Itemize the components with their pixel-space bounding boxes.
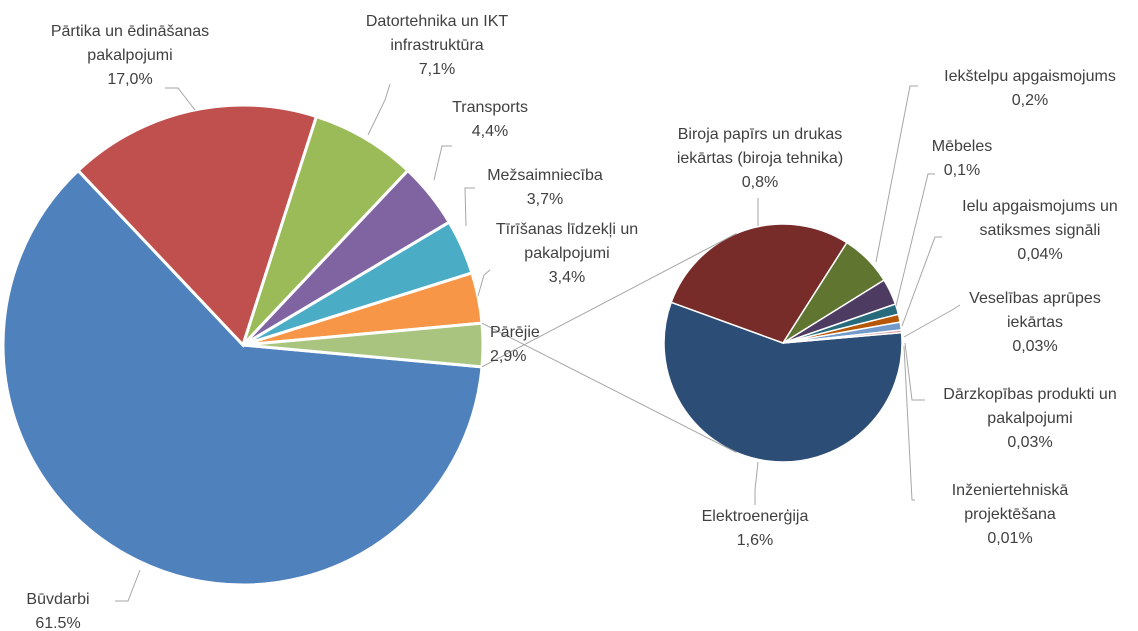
category-label: Elektroenerģija: [701, 508, 809, 525]
pie-slice: [663, 301, 903, 463]
data-label: Dārzkopības produkti un pakalpojumi 0,03%: [943, 383, 1118, 455]
category-label: Pārtika un ēdināšanas pakalpojumi: [50, 23, 210, 64]
leader-line: [901, 236, 942, 327]
leader-line: [367, 83, 391, 136]
category-label: Mēbeles: [931, 138, 993, 155]
data-label: Veselības aprūpes iekārtas 0,03%: [955, 287, 1115, 359]
data-label: Mēbeles 0,1%: [912, 135, 1012, 183]
leader-line: [895, 173, 935, 307]
value-label: 17,0%: [107, 71, 153, 88]
leader-line: [115, 569, 141, 602]
leader-line: [754, 461, 759, 505]
data-label: Tīrīšanas līdzekļi un pakalpojumi 3,4%: [482, 218, 652, 290]
category-label: Biroja papīrs un drukas iekārtas (biroja…: [676, 126, 844, 167]
value-label: 0,1%: [943, 162, 981, 179]
leader-line: [477, 269, 491, 297]
value-label: 0,01%: [987, 530, 1033, 547]
value-label: 1,6%: [736, 532, 774, 549]
category-label: Mežsaimniecība: [487, 167, 603, 184]
category-label: Transports: [452, 99, 528, 116]
category-label: Inženiertehniskā projektēšana: [951, 482, 1069, 523]
data-label: Iekštelpu apgaismojums 0,2%: [915, 65, 1138, 113]
value-label: 0,8%: [741, 174, 779, 191]
pie-slice: [76, 103, 319, 348]
data-label: Ielu apgaismojums un satiksmes signāli 0,…: [950, 195, 1130, 267]
data-label: Pārtika un ēdināšanas pakalpojumi 17,0%: [28, 20, 233, 92]
value-label: 7,1%: [418, 61, 456, 78]
category-label: Tīrīšanas līdzekļi un pakalpojumi: [495, 221, 639, 262]
pie-slice: [241, 114, 410, 347]
leader-line: [433, 145, 452, 181]
data-label: Inženiertehniskā projektēšana 0,01%: [930, 479, 1090, 551]
leader-line: [875, 85, 918, 263]
data-label: Datortehnika un IKT infrastruktūra 7,1%: [350, 10, 525, 82]
value-label: 3,7%: [526, 191, 564, 208]
pie-slice: [1, 168, 484, 587]
value-label: 2,9%: [490, 348, 527, 365]
leader-line: [903, 304, 961, 338]
data-label: Būvdarbi 61.5%: [0, 588, 118, 631]
category-label: Iekštelpu apgaismojums: [944, 68, 1116, 85]
leader-line: [904, 342, 925, 401]
value-label: 0,04%: [1017, 246, 1063, 263]
category-label: Būvdarbi: [26, 591, 90, 608]
value-label: 4,4%: [471, 123, 509, 140]
leader-line: [464, 187, 475, 227]
value-label: 61.5%: [35, 615, 81, 631]
value-label: 0,03%: [1012, 338, 1058, 355]
leader-line: [903, 345, 915, 501]
leader-line: [165, 87, 196, 111]
category-label: Pārējie: [490, 324, 540, 341]
connector-line: [481, 233, 737, 368]
pie-slice: [782, 329, 903, 344]
data-label: Mežsaimniecība 3,7%: [465, 164, 625, 212]
value-label: 0,03%: [1007, 434, 1053, 451]
data-label: Elektroenerģija 1,6%: [680, 505, 830, 553]
pie-slice: [670, 223, 848, 344]
data-label: Pārējie 2,9%: [490, 321, 580, 369]
category-label: Veselības aprūpes iekārtas: [969, 290, 1101, 331]
data-label: Biroja papīrs un drukas iekārtas (biroja…: [655, 123, 865, 195]
category-label: Datortehnika un IKT infrastruktūra: [365, 13, 509, 54]
category-label: Ielu apgaismojums un satiksmes signāli: [962, 198, 1118, 239]
category-label: Dārzkopības produkti un pakalpojumi: [943, 386, 1117, 427]
value-label: 0,2%: [1011, 92, 1049, 109]
value-label: 3,4%: [548, 269, 586, 286]
data-label: Transports 4,4%: [430, 96, 550, 144]
